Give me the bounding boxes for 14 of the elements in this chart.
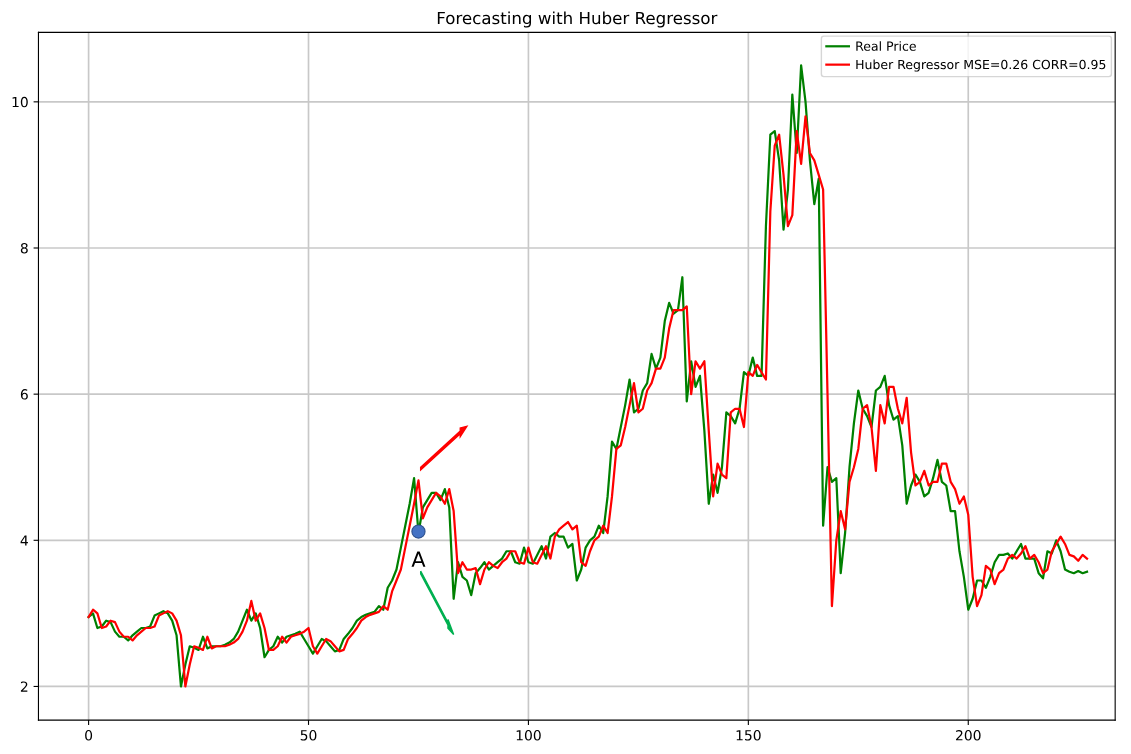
- y-tick-label: 6: [20, 389, 28, 400]
- y-tick-label: 8: [20, 242, 28, 254]
- y-tick-label: 10: [12, 96, 28, 108]
- legend-label: Huber Regressor MSE=0.26 CORR=0.95: [856, 59, 1106, 72]
- x-tick-label: 50: [300, 730, 317, 741]
- y-tick-label: 2: [20, 681, 28, 692]
- annotation: A: [411, 551, 426, 567]
- x-tick-label: 0: [85, 730, 93, 741]
- chart-title: Forecasting with Huber Regressor: [437, 11, 718, 28]
- x-tick-label: 150: [736, 730, 761, 741]
- legend-label: Real Price: [856, 41, 916, 51]
- x-tick-label: 200: [956, 730, 981, 741]
- y-tick-label: 4: [20, 535, 28, 546]
- x-tick-label: 100: [516, 730, 541, 741]
